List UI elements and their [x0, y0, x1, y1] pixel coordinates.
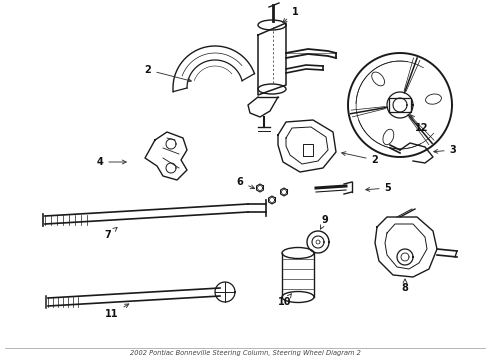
- Text: 5: 5: [366, 183, 392, 193]
- Text: 8: 8: [402, 279, 409, 293]
- Text: 2: 2: [342, 152, 378, 165]
- Text: 7: 7: [105, 228, 117, 240]
- Text: 10: 10: [278, 294, 292, 307]
- Text: 12: 12: [411, 115, 429, 133]
- Text: 6: 6: [237, 177, 254, 189]
- Text: 2002 Pontiac Bonneville Steering Column, Steering Wheel Diagram 2: 2002 Pontiac Bonneville Steering Column,…: [129, 350, 361, 356]
- Text: 9: 9: [320, 215, 328, 229]
- Text: 2: 2: [145, 65, 191, 82]
- Text: 11: 11: [105, 304, 129, 319]
- Text: 1: 1: [283, 7, 298, 23]
- Text: 3: 3: [434, 145, 456, 155]
- Text: 4: 4: [97, 157, 126, 167]
